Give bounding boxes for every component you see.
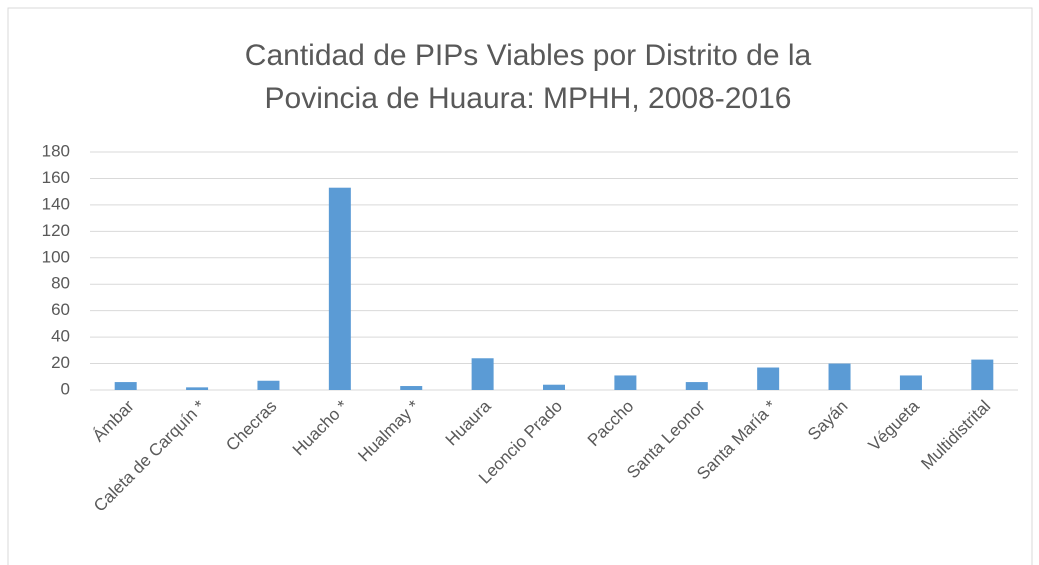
bar xyxy=(400,386,423,390)
bar xyxy=(614,375,637,390)
bar xyxy=(828,363,851,390)
chart-frame xyxy=(7,7,1033,565)
y-tick-label: 160 xyxy=(42,168,70,187)
bar xyxy=(328,187,351,390)
y-tick-label: 180 xyxy=(42,141,70,160)
x-tick-label: Paccho xyxy=(584,397,638,451)
x-tick-label: Multidistrital xyxy=(917,397,994,474)
bar xyxy=(257,380,280,390)
y-tick-label: 80 xyxy=(51,274,70,293)
y-tick-label: 60 xyxy=(51,300,70,319)
bar xyxy=(971,359,994,390)
y-tick-label: 100 xyxy=(42,247,70,266)
x-tick-label: Huaura xyxy=(442,396,495,449)
bar xyxy=(114,382,137,390)
bar xyxy=(186,387,209,390)
bar xyxy=(543,384,565,390)
bar xyxy=(685,382,708,390)
chart-title: Povincia de Huaura: MPHH, 2008-2016 xyxy=(265,82,792,115)
bar xyxy=(471,358,494,390)
x-tick-label: Checras xyxy=(222,397,280,455)
y-tick-label: 20 xyxy=(51,353,70,372)
x-tick-label: Végueta xyxy=(865,396,924,455)
bar xyxy=(757,367,780,390)
y-tick-label: 0 xyxy=(61,379,70,398)
chart-title: Cantidad de PIPs Viables por Distrito de… xyxy=(245,39,812,72)
x-tick-label: Sayán xyxy=(804,397,852,445)
bar xyxy=(899,375,922,390)
y-tick-label: 120 xyxy=(42,221,70,240)
y-tick-label: 140 xyxy=(42,194,70,213)
y-tick-label: 40 xyxy=(51,327,70,346)
x-tick-label: Hualmay * xyxy=(354,396,423,465)
x-tick-label: Huacho * xyxy=(289,396,352,459)
x-tick-label: Ámbar xyxy=(89,396,138,445)
